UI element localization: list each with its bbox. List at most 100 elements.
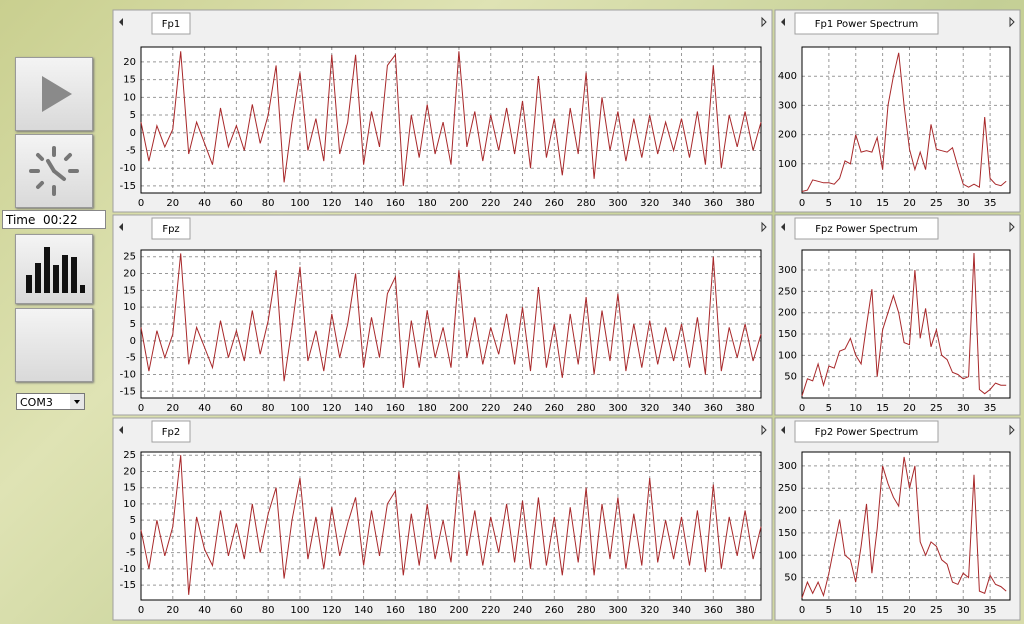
blank-button[interactable] (15, 308, 93, 382)
x-tick-label: 160 (386, 198, 405, 209)
plot-frame (140, 249, 762, 399)
play-button[interactable] (15, 57, 93, 131)
signal-line (140, 253, 762, 388)
plot-frame (140, 46, 762, 194)
x-tick-label: 20 (166, 605, 179, 616)
x-tick-label: 0 (799, 403, 805, 414)
x-tick-label: 30 (957, 198, 970, 209)
x-tick-label: 180 (418, 198, 437, 209)
y-tick-label: -10 (120, 369, 136, 380)
y-tick-label: -5 (126, 353, 136, 364)
clock-button[interactable] (15, 134, 93, 208)
y-tick-label: 400 (778, 71, 797, 82)
scroll-left (781, 223, 785, 231)
signal-line (140, 51, 762, 186)
y-tick-label: 150 (778, 528, 797, 539)
tab (151, 12, 191, 35)
tab-title: Fp1 (162, 19, 180, 30)
y-tick-label: 5 (130, 515, 136, 526)
signal-line (140, 455, 762, 595)
tab-title: Fp2 (162, 427, 180, 438)
tab-strip (114, 419, 771, 441)
y-tick-label: -5 (126, 145, 136, 156)
x-tick-label: 200 (449, 605, 468, 616)
tab-title: Fpz (162, 224, 179, 235)
x-tick-label: 340 (672, 605, 691, 616)
x-tick-label: 15 (876, 403, 889, 414)
scroll-right (1009, 221, 1015, 233)
x-tick-label: 20 (903, 198, 916, 209)
x-tick-label: 0 (799, 605, 805, 616)
y-tick-label: 300 (778, 461, 797, 472)
x-tick-label: 360 (704, 605, 723, 616)
x-tick-label: 10 (849, 605, 862, 616)
x-tick-label: 20 (903, 605, 916, 616)
x-tick-label: 100 (290, 198, 309, 209)
x-tick-label: 160 (386, 403, 405, 414)
tab-title: Fp1 Power Spectrum (815, 19, 919, 30)
x-tick-label: 320 (640, 198, 659, 209)
scroll-right (761, 16, 767, 28)
x-tick-label: 10 (849, 198, 862, 209)
x-tick-label: 0 (138, 198, 144, 209)
x-tick-label: 15 (876, 198, 889, 209)
y-tick-label: 300 (778, 100, 797, 111)
scroll-right (1009, 424, 1015, 436)
y-tick-label: -15 (120, 580, 136, 591)
y-tick-label: 15 (123, 483, 136, 494)
x-tick-label: 140 (354, 198, 373, 209)
tab (151, 217, 191, 240)
x-tick-label: 280 (577, 198, 596, 209)
tab-strip (114, 216, 771, 238)
y-tick-label: 5 (130, 319, 136, 330)
clock-icon (29, 146, 79, 196)
scroll-left (119, 18, 123, 26)
plot-area (802, 452, 1010, 600)
x-tick-label: 10 (849, 403, 862, 414)
x-tick-label: 360 (704, 403, 723, 414)
y-tick-label: -15 (120, 386, 136, 397)
x-tick-label: 30 (957, 403, 970, 414)
x-tick-label: 220 (481, 198, 500, 209)
tab-title: Fp2 Power Spectrum (815, 427, 919, 438)
x-tick-label: 35 (984, 605, 997, 616)
spectrum-button[interactable] (15, 234, 93, 304)
plot-frame (801, 46, 1011, 194)
x-tick-label: 380 (736, 605, 755, 616)
y-tick-label: 25 (123, 450, 136, 461)
y-tick-label: 0 (130, 531, 136, 542)
x-tick-label: 40 (198, 198, 211, 209)
y-tick-label: 20 (123, 269, 136, 280)
y-tick-label: 10 (123, 499, 136, 510)
y-tick-label: 50 (784, 372, 797, 383)
port-select[interactable]: COM3 (16, 393, 85, 410)
y-tick-label: 10 (123, 92, 136, 103)
x-tick-label: 5 (826, 605, 832, 616)
x-tick-label: 80 (262, 605, 275, 616)
x-tick-label: 120 (322, 403, 341, 414)
x-tick-label: 0 (799, 198, 805, 209)
y-tick-label: 100 (778, 159, 797, 170)
signal-line (801, 252, 1007, 397)
scroll-right (1009, 16, 1015, 28)
x-tick-label: 20 (166, 198, 179, 209)
y-tick-label: 100 (778, 350, 797, 361)
time-display: Time 00:22 (2, 210, 106, 229)
scroll-right (761, 424, 767, 436)
y-tick-label: -10 (120, 163, 136, 174)
x-tick-label: 80 (262, 198, 275, 209)
x-tick-label: 280 (577, 605, 596, 616)
x-tick-label: 300 (608, 605, 627, 616)
x-tick-label: 320 (640, 403, 659, 414)
x-tick-label: 30 (957, 605, 970, 616)
scroll-left (781, 426, 785, 434)
tab (794, 420, 939, 443)
tab-strip (114, 11, 771, 33)
x-tick-label: 300 (608, 403, 627, 414)
x-tick-label: 20 (166, 403, 179, 414)
x-tick-label: 360 (704, 198, 723, 209)
x-tick-label: 200 (449, 198, 468, 209)
tab-title: Fpz Power Spectrum (815, 224, 917, 235)
